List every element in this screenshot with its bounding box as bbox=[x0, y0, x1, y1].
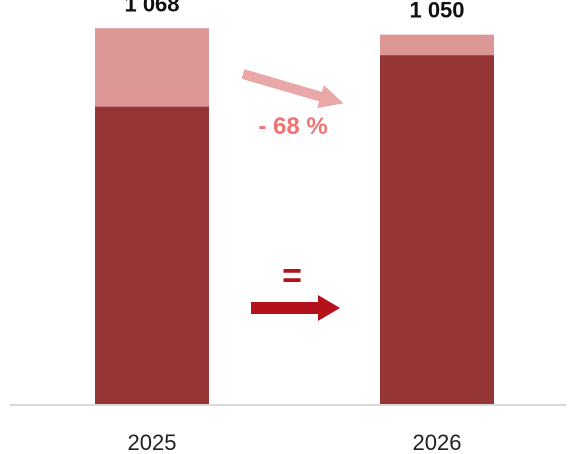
top-change-label: - 68 % bbox=[258, 113, 327, 140]
bottom-change-arrow bbox=[251, 295, 340, 321]
bars-layer bbox=[95, 28, 494, 406]
total-label-2025: 1 068 bbox=[124, 0, 179, 16]
x-tick-label-2025: 2025 bbox=[128, 430, 177, 454]
top-change-arrow bbox=[241, 69, 344, 109]
bar-2026-segment-1 bbox=[380, 55, 494, 406]
bottom-change-label: = bbox=[282, 257, 302, 295]
total-label-2026: 1 050 bbox=[409, 0, 464, 23]
bar-2025-segment-1 bbox=[95, 106, 209, 406]
bar-2026-segment-2 bbox=[380, 34, 494, 56]
bar-2025-segment-2 bbox=[95, 28, 209, 107]
labels-layer: 1 068 2025 1 050 2026 bbox=[124, 0, 464, 454]
x-tick-label-2026: 2026 bbox=[413, 430, 462, 454]
